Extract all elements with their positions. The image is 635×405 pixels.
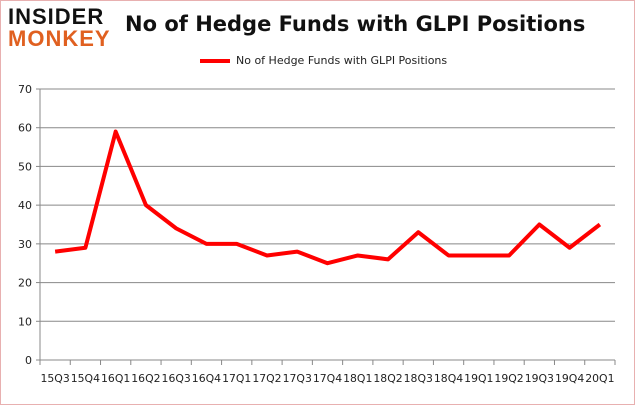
legend-swatch [200,58,230,63]
y-tick-label: 0 [25,354,32,367]
x-tick-label: 15Q4 [71,373,101,385]
x-tick-label: 19Q4 [555,373,585,385]
y-tick-label: 40 [18,199,32,212]
x-tick-label: 19Q2 [494,373,523,385]
legend: No of Hedge Funds with GLPI Positions [200,54,447,67]
y-tick-label: 70 [18,83,32,96]
x-tick-label: 16Q4 [192,373,222,385]
x-tick-label: 18Q3 [404,373,433,385]
logo-line1: INSIDER [8,4,105,29]
x-tick-label: 17Q3 [283,373,312,385]
x-tick-label: 19Q1 [464,373,493,385]
x-tick-label: 20Q1 [585,373,614,385]
logo-line2: MONKEY [8,26,111,51]
x-tick-label: 16Q3 [162,373,191,385]
x-tick-label: 16Q1 [101,373,130,385]
x-tick-label: 17Q1 [222,373,251,385]
y-tick-label: 20 [18,277,32,290]
y-tick-label: 60 [18,122,32,135]
y-tick-label: 50 [18,160,32,173]
chart-title: No of Hedge Funds with GLPI Positions [125,12,586,36]
y-tick-label: 10 [18,315,32,328]
x-tick-label: 17Q2 [252,373,281,385]
x-tick-label: 18Q2 [373,373,402,385]
x-tick-label: 17Q4 [313,373,343,385]
x-tick-label: 18Q4 [434,373,464,385]
legend-label: No of Hedge Funds with GLPI Positions [236,54,448,67]
x-tick-label: 15Q3 [41,373,70,385]
x-tick-label: 19Q3 [525,373,554,385]
y-tick-label: 30 [18,238,32,251]
x-tick-label: 18Q1 [343,373,372,385]
insider-monkey-logo: INSIDER MONKEY [8,6,111,50]
x-tick-label: 16Q2 [131,373,160,385]
